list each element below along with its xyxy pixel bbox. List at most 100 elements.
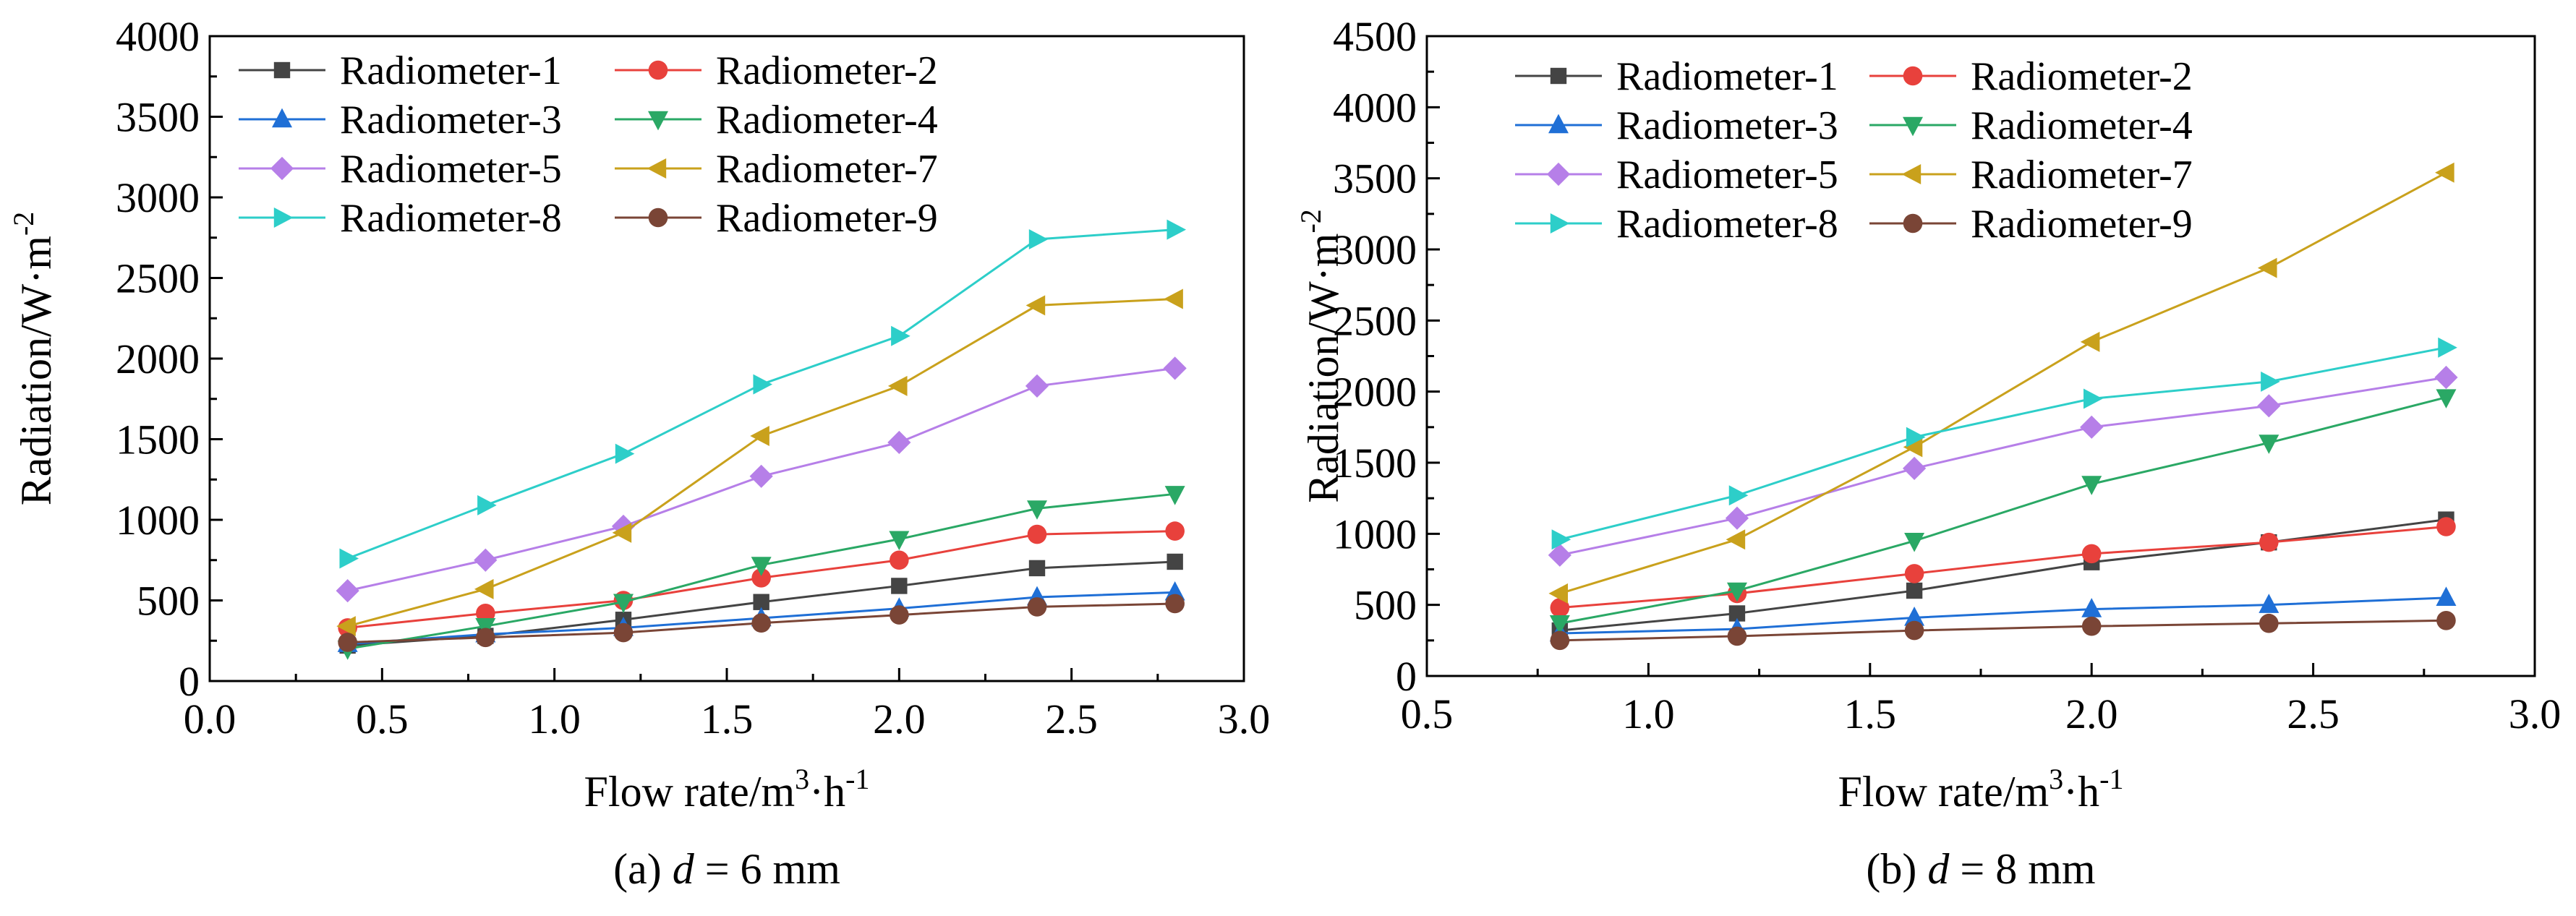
data-point [2436,611,2456,630]
data-point [2436,517,2456,536]
legend-entry: Radiometer-7 [1869,153,2193,197]
data-point [1550,630,1570,651]
caption-letter: (a) [613,845,662,893]
x-axis-label-sup: 3 [2049,763,2063,795]
data-point [751,557,772,576]
data-point [753,594,769,610]
x-axis-label-mid: ·h [809,768,845,816]
data-point [1728,605,1746,622]
data-point [1548,543,1571,567]
legend-marker [1901,164,1922,184]
data-point [613,622,634,643]
legend-marker [1550,213,1570,234]
legend-marker [1550,67,1567,85]
data-point [1027,524,1047,544]
series-radiometer-3 [1549,586,2457,642]
series-line [1559,619,2447,642]
legend-entry: Radiometer-8 [1515,202,1838,247]
y-tick-label: 3500 [116,94,200,141]
series-radiometer-9 [1550,611,2456,651]
series-line [1559,396,2447,625]
legend-entry: Radiometer-8 [239,196,562,241]
data-point [1904,606,1925,626]
y-tick-label: 4500 [1333,13,1417,60]
x-axis-label-mid: ·h [2063,768,2099,816]
data-point [1163,356,1187,380]
legend-entry: Radiometer-5 [239,147,562,192]
data-point [749,464,773,488]
y-tick-label: 500 [137,578,200,625]
legend-entry: Radiometer-7 [615,147,938,192]
y-tick-label: 3500 [1333,155,1417,202]
data-point [2080,331,2100,352]
data-point [1902,456,1927,480]
series-radiometer-8 [1551,337,2457,550]
data-point [476,628,495,648]
data-point [1025,374,1049,398]
x-axis-label-sup: 3 [795,763,809,795]
legend-label: Radiometer-8 [1616,202,1838,247]
data-point [751,613,771,633]
legend-label: Radiometer-4 [1971,103,2193,148]
data-point [338,633,357,652]
series-line [1559,526,2447,609]
x-tick-label: 2.5 [1045,695,1098,742]
legend-marker [648,60,668,80]
legend-entry: Radiometer-4 [1869,103,2193,148]
data-point [891,325,910,346]
legend-marker [273,207,294,228]
data-point [1903,437,1923,458]
legend-label: Radiometer-9 [1971,202,2193,247]
series-radiometer-4 [337,486,1185,660]
data-point [2261,371,2280,392]
chart-panel-0: 0.0 0.5 1.0 1.5 2.0 2.5 3.0 0 500 1000 1500 2000 250… [7,13,1270,893]
panel-caption: (b) d = 8 mm [1866,845,2095,893]
legend-marker [1903,116,1923,137]
x-axis-label-sup: -1 [2099,763,2123,795]
data-point [339,548,359,569]
legend-marker [1548,114,1569,134]
data-point [2080,415,2104,439]
data-point [750,426,769,447]
data-point [1727,626,1747,646]
data-point [1167,553,1183,570]
data-point [2436,586,2457,607]
y-tick-label: 0 [179,658,200,705]
data-point [887,375,908,396]
data-point [2081,616,2102,636]
data-point [2438,337,2457,358]
data-point [1164,288,1183,309]
data-point [1549,615,1570,635]
data-point [1165,594,1185,614]
data-point [1906,427,1926,448]
legend-entry: Radiometer-2 [1869,54,2193,99]
series-radiometer-5 [1548,365,2458,567]
x-axis-label-sup: -1 [845,763,869,795]
x-tick-label: 0.5 [1401,690,1454,737]
data-point [2084,388,2103,409]
data-point [1726,582,1747,602]
data-point [1167,219,1187,240]
y-tick-label: 1000 [116,497,200,544]
data-point [1027,597,1047,617]
legend-entry: Radiometer-9 [1869,202,2193,247]
data-point [613,594,634,614]
data-point [1725,506,1749,530]
series-line [1559,346,2447,541]
legend-label: Radiometer-9 [716,196,938,241]
y-tick-label: 2000 [116,335,200,382]
legend-label: Radiometer-7 [716,147,938,192]
data-point [1164,486,1185,505]
data-point [890,605,909,625]
legend: Radiometer-1 Radiometer-2 Radiometer-3 Radi… [1515,54,2193,247]
x-tick-label: 3.0 [1218,695,1271,742]
y-axis-label-base: Radiation/W·m [1300,234,1347,503]
data-point [2081,598,2102,617]
data-point [2257,257,2277,278]
x-axis-label: Flow rate/m3·h-1 [584,763,870,816]
legend-entry: Radiometer-1 [1515,54,1838,99]
data-point [1906,582,1923,599]
series-radiometer-7 [1548,162,2455,604]
data-point [1550,598,1570,617]
